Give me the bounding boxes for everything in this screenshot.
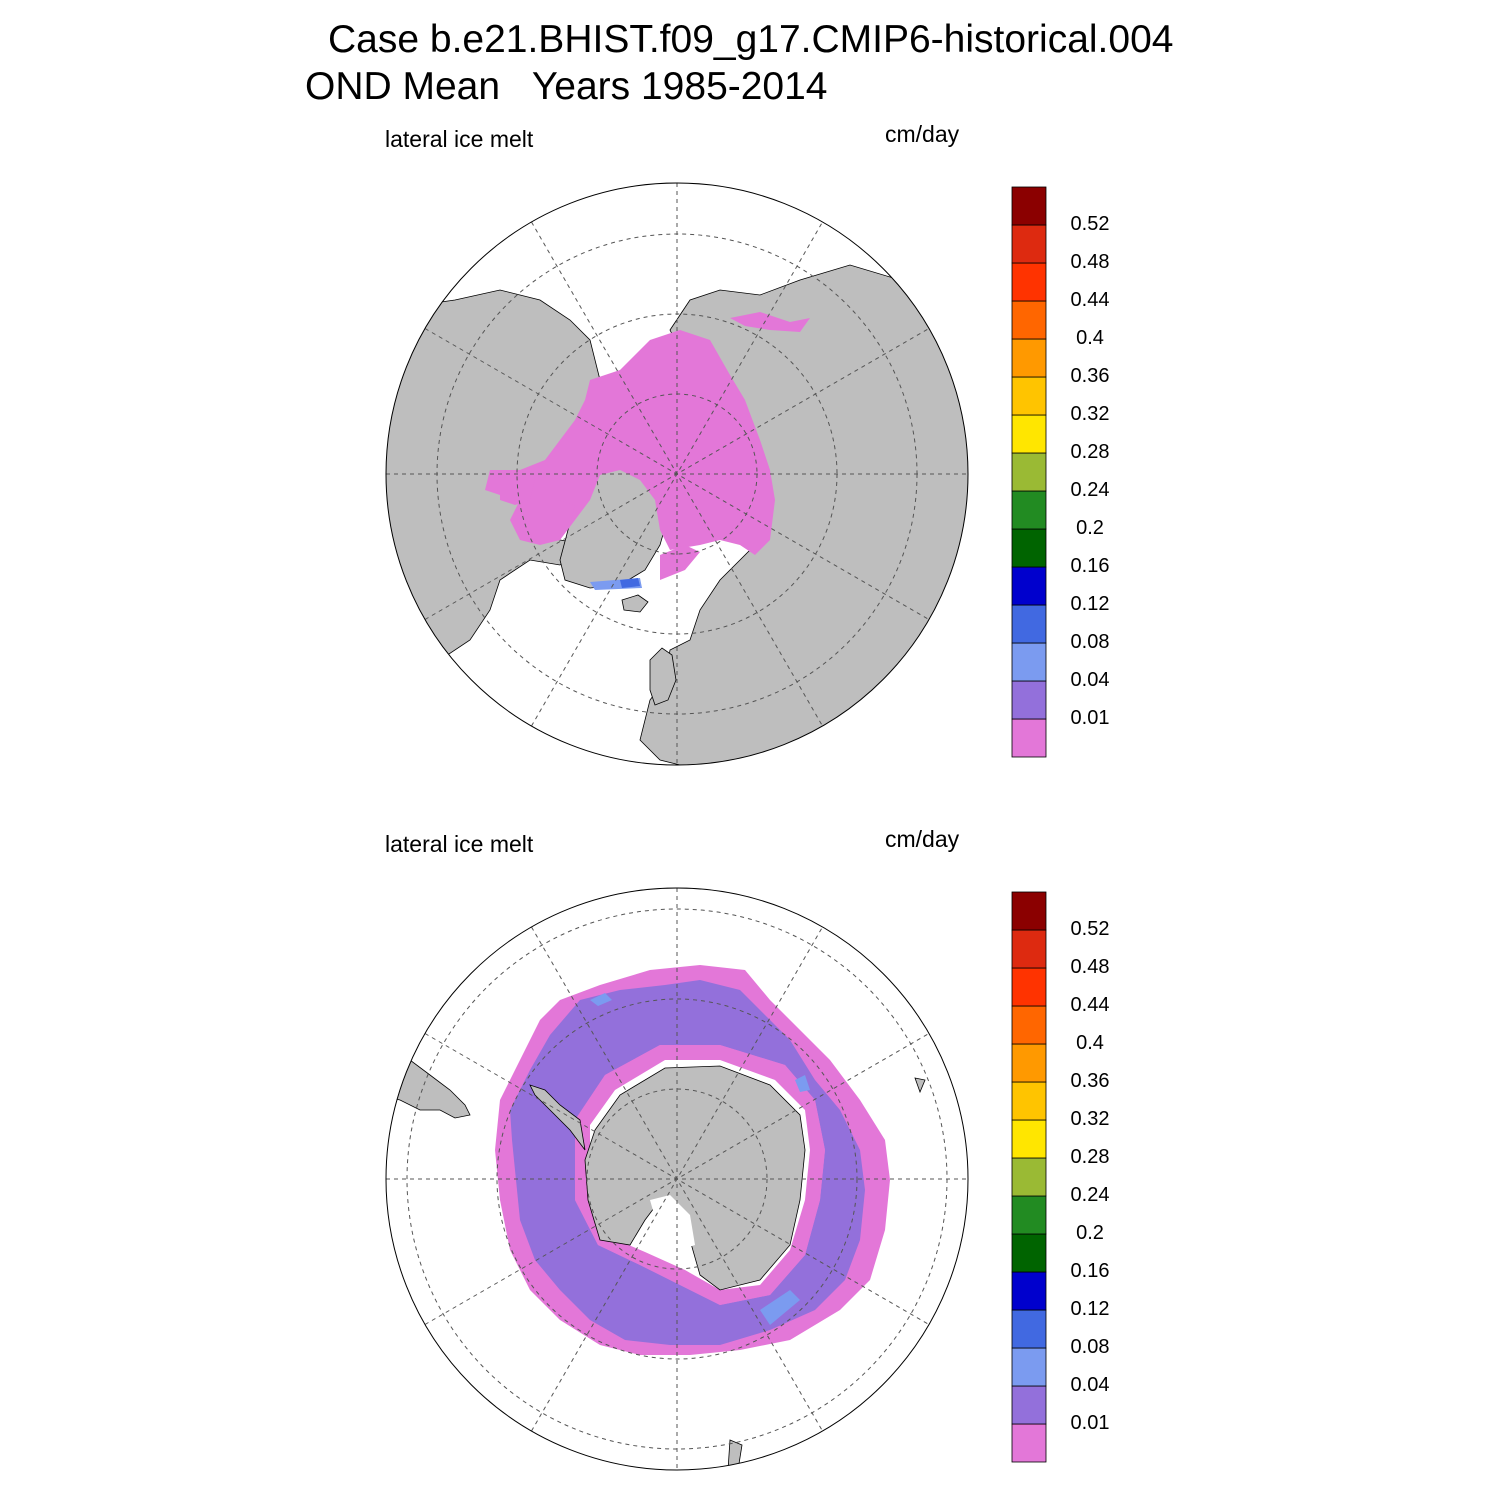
south-polar-map — [385, 887, 969, 1471]
south-colorbar-swatch — [1011, 1309, 1047, 1349]
south-colorbar-swatch — [1011, 929, 1047, 969]
north-panel-units-label: cm/day — [885, 121, 960, 147]
weddell-ice-melt-patch — [590, 993, 612, 1006]
north-colorbar-swatch — [1011, 680, 1047, 720]
south-map-border — [385, 887, 969, 1471]
north-colorbar-tick-label: 0.44 — [1070, 289, 1110, 311]
southern-ocean-ice-melt-middle — [510, 980, 865, 1345]
south-colorbar-swatch — [1011, 1157, 1047, 1197]
south-colorbar-swatch — [1011, 1385, 1047, 1425]
ice-shelf-region — [650, 1195, 695, 1250]
south-colorbar-swatch — [1011, 1043, 1047, 1083]
south-colorbar-swatch — [1011, 1005, 1047, 1045]
north-colorbar-tick-label: 0.16 — [1070, 555, 1110, 577]
north-colorbar-swatch — [1011, 452, 1047, 492]
north-colorbar-tick-label: 0.01 — [1070, 707, 1110, 729]
south-graticule — [386, 888, 968, 1470]
north-graticule — [386, 183, 968, 765]
south-colorbar-tick-label: 0.48 — [1070, 956, 1110, 978]
north-colorbar-tick-label: 0.28 — [1070, 441, 1110, 463]
north-colorbar-swatch — [1011, 604, 1047, 644]
north-colorbar-tick-label: 0.52 — [1070, 213, 1110, 235]
north-colorbar-tick-label: 0.08 — [1070, 631, 1110, 653]
south-colorbar-tick-label: 0.16 — [1070, 1260, 1110, 1282]
north-panel-variable-label: lateral ice melt — [385, 126, 534, 152]
south-colorbar-tick-label: 0.2 — [1076, 1222, 1104, 1244]
south-colorbar-tick-label: 0.36 — [1070, 1070, 1110, 1092]
south-colorbar-swatch — [1011, 1195, 1047, 1235]
north-colorbar-swatch — [1011, 566, 1047, 606]
north-colorbar-tick-label: 0.24 — [1070, 479, 1110, 501]
south-panel-units-label: cm/day — [885, 826, 960, 852]
south-colorbar-swatch — [1011, 1423, 1047, 1463]
north-polar-map — [385, 182, 969, 766]
north-colorbar-swatch — [1011, 224, 1047, 264]
south-panel-variable-label: lateral ice melt — [385, 831, 534, 857]
south-colorbar-tick-label: 0.08 — [1070, 1336, 1110, 1358]
north-colorbar-tick-label: 0.4 — [1076, 327, 1104, 349]
south-colorbar-swatch — [1011, 1347, 1047, 1387]
south-colorbar-swatch — [1011, 891, 1047, 931]
north-colorbar-swatch — [1011, 338, 1047, 378]
south-colorbar-tick-label: 0.32 — [1070, 1108, 1110, 1130]
baffin-bay-ice-melt — [540, 500, 575, 530]
north-colorbar-swatch — [1011, 528, 1047, 568]
north-colorbar-swatch — [1011, 300, 1047, 340]
north-colorbar-tick-label: 0.12 — [1070, 593, 1110, 615]
north-colorbar-tick-label: 0.2 — [1076, 517, 1104, 539]
south-colorbar-swatch — [1011, 1119, 1047, 1159]
ross-sea-ice-melt-patch — [760, 1290, 800, 1325]
south-colorbar-tick-label: 0.52 — [1070, 918, 1110, 940]
australia-edge-landmass — [727, 1439, 743, 1470]
north-colorbar-tick-label: 0.48 — [1070, 251, 1110, 273]
iceland-landmass — [621, 594, 649, 613]
arctic-ice-melt-region — [485, 330, 775, 555]
north-colorbar-tick-label: 0.32 — [1070, 403, 1110, 425]
north-map-border — [385, 182, 969, 766]
figure-title-line2: OND Mean Years 1985-2014 — [305, 65, 828, 108]
south-colorbar-swatch — [1011, 1271, 1047, 1311]
south-colorbar-tick-label: 0.28 — [1070, 1146, 1110, 1168]
north-colorbar — [1011, 186, 1047, 758]
south-colorbar-tick-label: 0.01 — [1070, 1412, 1110, 1434]
greenland-east-ice-melt — [660, 545, 700, 580]
south-colorbar-swatch — [1011, 1233, 1047, 1273]
north-colorbar-swatch — [1011, 718, 1047, 758]
indian-sector-ice-melt-patch — [795, 1075, 810, 1092]
antarctic-peninsula-landmass — [529, 1084, 586, 1151]
south-colorbar-tick-label: 0.12 — [1070, 1298, 1110, 1320]
north-colorbar-tick-label: 0.04 — [1070, 669, 1110, 691]
north-colorbar-swatch — [1011, 490, 1047, 530]
north-colorbar-swatch — [1011, 376, 1047, 416]
africa-edge-landmass — [914, 1077, 926, 1094]
south-colorbar-tick-label: 0.4 — [1076, 1032, 1104, 1054]
denmark-strait-ice-melt-core — [620, 578, 640, 588]
south-colorbar-tick-label: 0.24 — [1070, 1184, 1110, 1206]
north-colorbar-swatch — [1011, 414, 1047, 454]
south-colorbar-tick-label: 0.44 — [1070, 994, 1110, 1016]
south-colorbar-swatch — [1011, 1081, 1047, 1121]
east-siberian-coast-ice-melt — [730, 312, 810, 332]
north-colorbar-swatch — [1011, 642, 1047, 682]
north-colorbar-tick-label: 0.36 — [1070, 365, 1110, 387]
south-colorbar-swatch — [1011, 967, 1047, 1007]
antarctica-landmass — [584, 1065, 806, 1291]
south-colorbar — [1011, 891, 1047, 1463]
north-colorbar-swatch — [1011, 262, 1047, 302]
figure-title-line1: Case b.e21.BHIST.f09_g17.CMIP6-historica… — [328, 18, 1174, 61]
north-colorbar-swatch — [1011, 186, 1047, 226]
south-colorbar-tick-label: 0.04 — [1070, 1374, 1110, 1396]
british-isles-landmass — [649, 647, 677, 706]
